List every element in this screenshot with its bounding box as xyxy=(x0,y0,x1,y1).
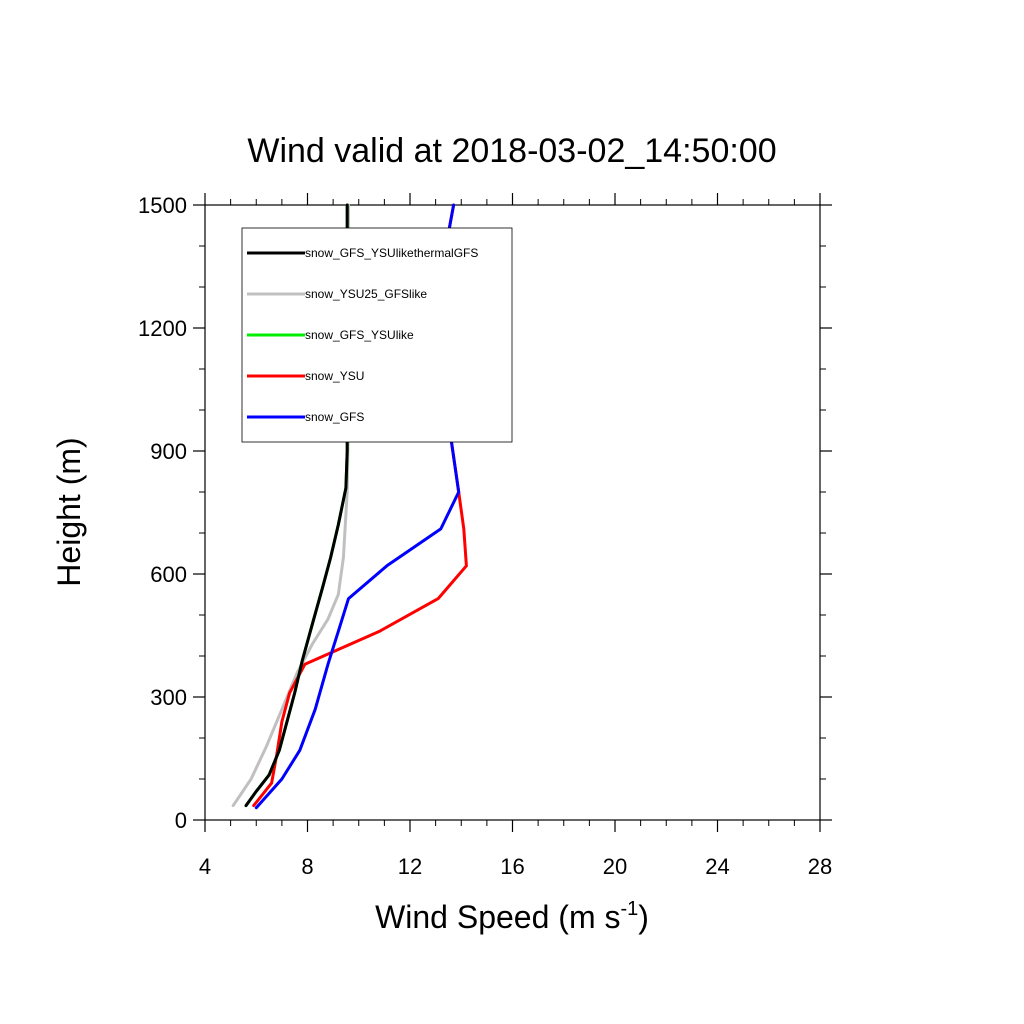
x-tick-label: 4 xyxy=(199,854,211,879)
minor-ticks xyxy=(199,199,826,826)
chart-title: Wind valid at 2018-03-02_14:50:00 xyxy=(247,132,776,170)
legend-label: snow_YSU xyxy=(305,369,364,383)
y-tick-labels: 0 300 600 900 1200 1500 xyxy=(138,193,187,833)
x-axis-label: Wind Speed (m s-1) xyxy=(375,898,649,935)
y-tick-label: 1500 xyxy=(138,193,187,218)
x-tick-label: 20 xyxy=(603,854,627,879)
x-tick-label: 16 xyxy=(500,854,524,879)
legend-label: snow_GFS xyxy=(305,410,364,424)
y-tick-label: 300 xyxy=(150,685,187,710)
y-tick-label: 900 xyxy=(150,439,187,464)
legend-label: snow_YSU25_GFSlike xyxy=(305,287,427,301)
y-axis-label: Height (m) xyxy=(51,437,87,586)
x-tick-label: 8 xyxy=(301,854,313,879)
legend: snow_GFS_YSUlikethermalGFS snow_YSU25_GFS… xyxy=(241,227,513,443)
x-tick-labels: 4 8 12 16 20 24 28 xyxy=(199,854,832,879)
x-tick-label: 24 xyxy=(705,854,729,879)
x-axis-label-close: ) xyxy=(638,899,649,935)
x-axis-label-superscript: -1 xyxy=(620,898,638,920)
x-axis-label-main: Wind Speed (m s xyxy=(375,899,620,935)
y-tick-label: 0 xyxy=(175,808,187,833)
y-tick-label: 1200 xyxy=(138,316,187,341)
major-ticks xyxy=(193,193,832,832)
legend-label: snow_GFS_YSUlikethermalGFS xyxy=(305,246,478,260)
x-tick-label: 12 xyxy=(398,854,422,879)
x-tick-label: 28 xyxy=(808,854,832,879)
legend-label: snow_GFS_YSUlike xyxy=(305,328,414,342)
legend-items: snow_GFS_YSUlikethermalGFS snow_YSU25_GFS… xyxy=(247,246,478,424)
y-tick-label: 600 xyxy=(150,562,187,587)
